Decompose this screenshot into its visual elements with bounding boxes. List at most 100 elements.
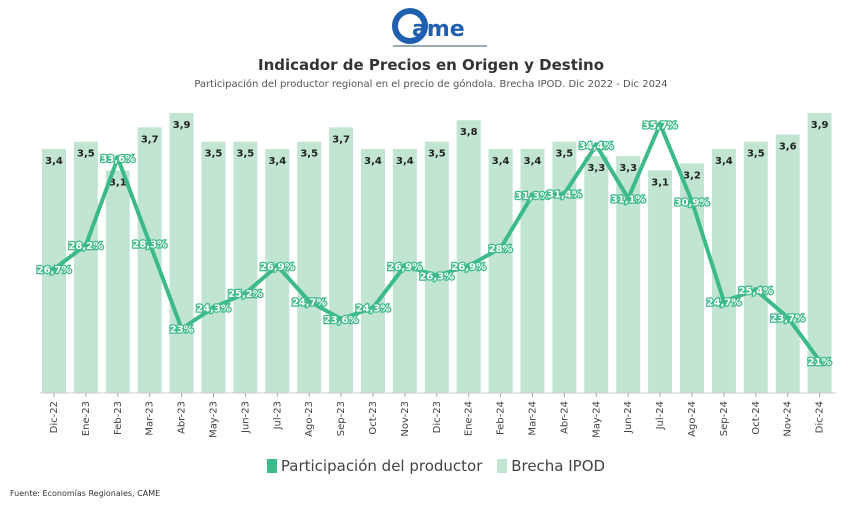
x-tick-label: May-24 <box>591 401 602 438</box>
x-tick-label: Dic-24 <box>815 401 826 433</box>
line-label: 21% <box>808 357 832 368</box>
line-point <box>784 314 791 321</box>
line-point <box>210 304 217 311</box>
x-tick-label: Mar-23 <box>145 401 156 436</box>
line-label: 31,1% <box>611 194 646 205</box>
line-label: 28,2% <box>69 241 104 252</box>
legend-label-bar[interactable]: Brecha IPOD <box>511 456 606 475</box>
line-label: 28,3% <box>132 239 167 250</box>
line-point <box>274 262 281 269</box>
line-label: 26,9% <box>388 262 423 273</box>
line-point <box>178 325 185 332</box>
legend-label-line[interactable]: Participación del productor <box>280 456 483 475</box>
line-label: 26,9% <box>260 262 295 273</box>
line-point <box>561 190 568 197</box>
bar <box>329 127 354 393</box>
bar-label: 3,4 <box>268 156 286 167</box>
line-point <box>146 240 153 247</box>
line-point <box>529 192 536 199</box>
line-point <box>242 290 249 297</box>
x-tick-label: May-23 <box>209 401 220 438</box>
bar <box>105 170 130 393</box>
bar-label: 3,5 <box>556 149 574 160</box>
line-point <box>497 245 504 252</box>
line-point <box>657 121 664 128</box>
bar <box>73 141 98 393</box>
x-tick-label: Ene-24 <box>464 401 475 436</box>
bar <box>616 156 641 393</box>
x-tick-label: Sep-24 <box>719 401 730 436</box>
line-point <box>338 315 345 322</box>
bar <box>233 141 258 393</box>
bar-label: 3,3 <box>619 163 637 174</box>
line-point <box>593 142 600 149</box>
line-label: 35,7% <box>643 120 678 131</box>
bar-label: 3,5 <box>237 149 255 160</box>
line-point <box>689 198 695 205</box>
line-point <box>306 298 313 305</box>
line-point <box>720 298 727 305</box>
bar-label: 3,4 <box>524 156 542 167</box>
bar <box>775 134 800 394</box>
x-tick-label: Ago-24 <box>687 401 698 437</box>
line-label: 24,3% <box>356 304 391 315</box>
bar-label: 3,1 <box>651 177 669 188</box>
x-tick-label: Ene-23 <box>81 401 92 436</box>
x-tick-label: Dic-22 <box>49 401 60 433</box>
line-point <box>401 262 408 269</box>
bar-label: 3,4 <box>45 156 63 167</box>
bar-label: 3,4 <box>492 156 510 167</box>
legend-swatch-line <box>266 458 277 473</box>
x-tick-label: Ago-23 <box>304 401 315 437</box>
bar <box>488 148 513 393</box>
x-tick-label: Oct-24 <box>751 401 762 435</box>
bar-label: 3,7 <box>141 134 159 145</box>
line-label: 25,2% <box>228 289 263 300</box>
line-label: 33,6% <box>100 154 135 165</box>
source-note: Fuente: Economías Regionales, CAME <box>10 489 161 498</box>
x-tick-label: Abr-23 <box>177 401 188 434</box>
chart: Dic-22 Ene-23 Feb-23 Mar-23 Abr-23 May-23 Jun-… <box>35 113 836 438</box>
line-point <box>465 262 472 269</box>
line-point <box>752 287 759 294</box>
chart-subtitle: Participación del productor regional en … <box>194 79 668 90</box>
bar-label: 3,2 <box>683 170 701 181</box>
x-tick-label: Dic-23 <box>432 401 443 433</box>
line-label: 31,3% <box>515 191 550 202</box>
x-tick-label: Mar-24 <box>528 401 539 436</box>
bar-label: 3,5 <box>428 149 446 160</box>
line-label: 26,9% <box>451 262 486 273</box>
bar-label: 3,4 <box>364 156 382 167</box>
line-label: 24,7% <box>707 297 742 308</box>
bar-label: 3,5 <box>205 149 223 160</box>
line-point <box>82 241 89 248</box>
line-label: 25,4% <box>738 286 773 297</box>
bar <box>361 148 385 393</box>
bar-label: 3,5 <box>747 149 765 160</box>
bar-label: 3,4 <box>396 156 414 167</box>
legend-swatch-bar <box>497 458 508 473</box>
bar <box>169 113 194 393</box>
x-tick-label: Nov-24 <box>783 401 794 437</box>
bar <box>807 113 832 393</box>
line-label: 28% <box>489 244 513 255</box>
line-label: 34,4% <box>579 141 614 152</box>
x-tick-label: Jun-24 <box>623 401 634 434</box>
line-label: 26,3% <box>419 272 454 283</box>
bar <box>392 148 417 393</box>
line-point <box>114 155 121 162</box>
line-label: 23,7% <box>770 313 805 324</box>
legend: Participación del productor Brecha IPOD <box>0 456 862 475</box>
line-point <box>816 357 823 364</box>
chart-title: Indicador de Precios en Origen y Destino <box>257 56 605 74</box>
bar <box>297 141 322 393</box>
x-tick-label: Nov-23 <box>400 401 411 437</box>
line-point <box>625 195 632 202</box>
bar-label: 3,3 <box>587 163 605 174</box>
x-tick-label: Jul-23 <box>272 401 283 430</box>
bar-label: 3,4 <box>715 156 733 167</box>
bar <box>648 170 673 393</box>
x-tick-label: Oct-23 <box>368 401 379 435</box>
line-label: 23% <box>170 325 194 336</box>
x-tick-label: Feb-24 <box>496 401 507 435</box>
